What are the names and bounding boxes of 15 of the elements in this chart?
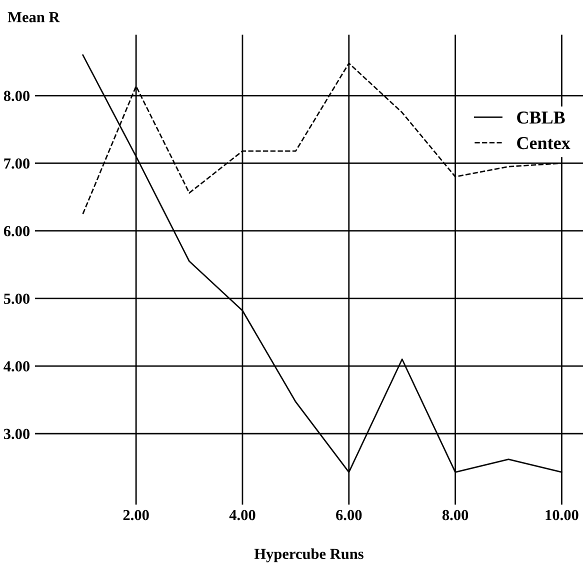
x-tick-label: 10.00 — [546, 510, 578, 520]
x-tick-label: 2.00 — [123, 510, 149, 520]
x-tick-label: 6.00 — [336, 510, 362, 520]
y-tick-label: 6.00 — [4, 226, 30, 236]
y-tick-label: 5.00 — [4, 294, 30, 304]
legend-label: Centex — [517, 137, 570, 150]
y-tick-label: 8.00 — [4, 90, 30, 102]
y-tick-label: 3.00 — [4, 428, 30, 440]
x-tick-label: 4.00 — [229, 510, 256, 520]
y-tick-label: 7.00 — [4, 158, 30, 169]
x-axis-title: Hypercube Runs — [254, 548, 364, 562]
y-tick-label: 4.00 — [4, 361, 30, 372]
y-axis-title: Mean R — [8, 12, 60, 22]
x-tick-label: 8.00 — [442, 510, 468, 520]
legend-label: CBLB — [517, 112, 565, 124]
